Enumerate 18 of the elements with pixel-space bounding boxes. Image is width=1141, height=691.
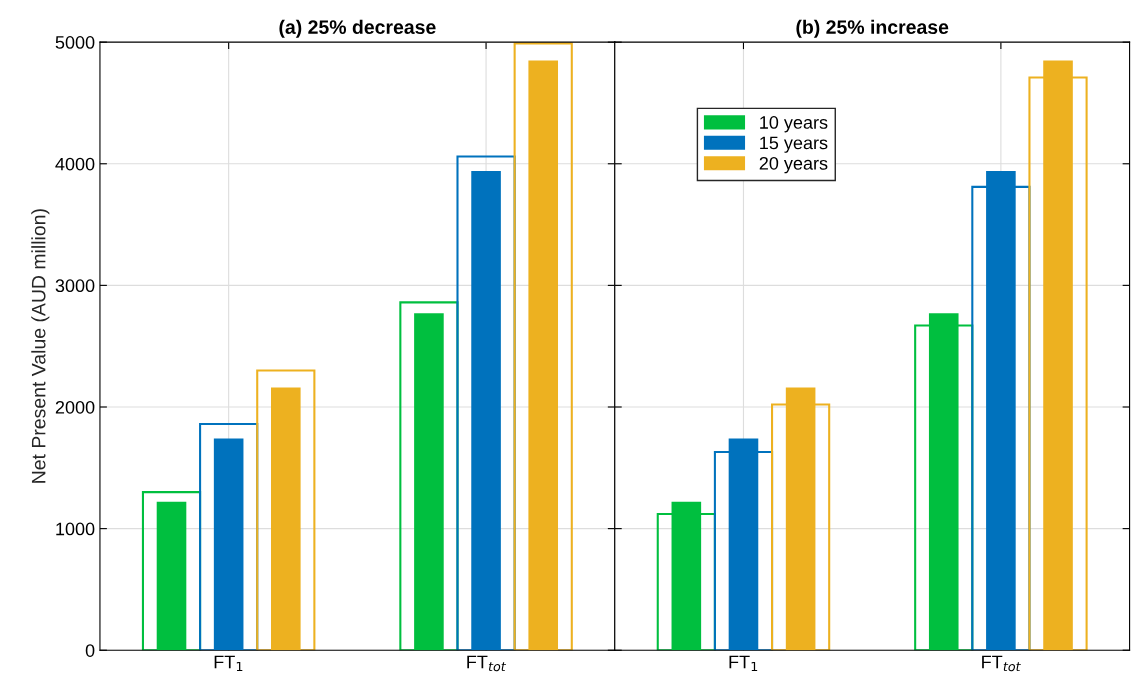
bar <box>513 42 573 651</box>
y-tick-label: 4000 <box>55 157 95 171</box>
bar <box>256 369 316 651</box>
y-tick-label: 5000 <box>55 36 95 49</box>
x-tick-label: FT$_{tot}$ <box>982 655 1021 672</box>
chart-title: (a) 25% decrease <box>279 19 436 38</box>
y-tick-label: 3000 <box>55 279 95 293</box>
y-tick-label: 1000 <box>56 522 95 536</box>
y-tick-label: 2000 <box>55 400 95 414</box>
y-axis-title: Net Present Value (AUD million) <box>31 209 50 483</box>
legend-label: 10 years <box>760 116 828 133</box>
chart-title: (b) 25% increase <box>796 19 949 38</box>
x-tick-label: FT$_{1}$ <box>214 655 243 672</box>
y-tick-label: 0 <box>85 644 95 657</box>
legend-label: 20 years <box>759 156 828 174</box>
x-tick-label: FT$_{1}$ <box>729 655 758 672</box>
legend-label: 15 years <box>760 136 828 153</box>
x-tick-label: FT$_{tot}$ <box>467 655 507 672</box>
